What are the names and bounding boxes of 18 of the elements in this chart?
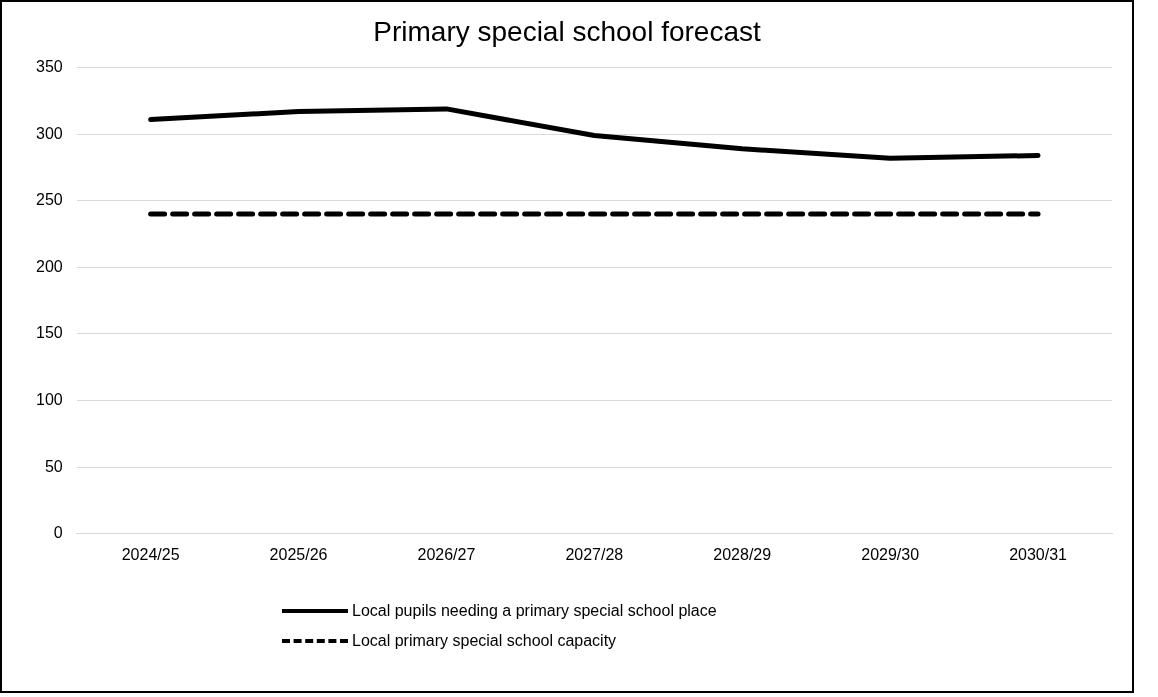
legend-label: Local pupils needing a primary special school place (352, 602, 717, 620)
y-tick-label: 200 (35, 257, 63, 275)
y-tick-label: 0 (53, 524, 63, 542)
x-tick-label: 2028/29 (713, 545, 772, 563)
x-tick-label: 2029/30 (861, 545, 920, 563)
y-tick-label: 250 (35, 191, 63, 209)
y-tick-label: 300 (35, 124, 63, 142)
legend-label: Local primary special school capacity (352, 632, 617, 650)
y-tick-label: 100 (35, 391, 63, 409)
x-tick-label: 2025/26 (269, 545, 328, 563)
x-tick-label: 2026/27 (417, 545, 476, 563)
y-tick-label: 150 (35, 324, 63, 342)
chart-title: Primary special school forecast (373, 15, 761, 47)
y-tick-label: 50 (44, 457, 63, 475)
x-tick-label: 2030/31 (1009, 545, 1068, 563)
x-tick-label: 2024/25 (121, 545, 180, 563)
y-tick-label: 350 (35, 58, 63, 76)
x-tick-label: 2027/28 (565, 545, 624, 563)
